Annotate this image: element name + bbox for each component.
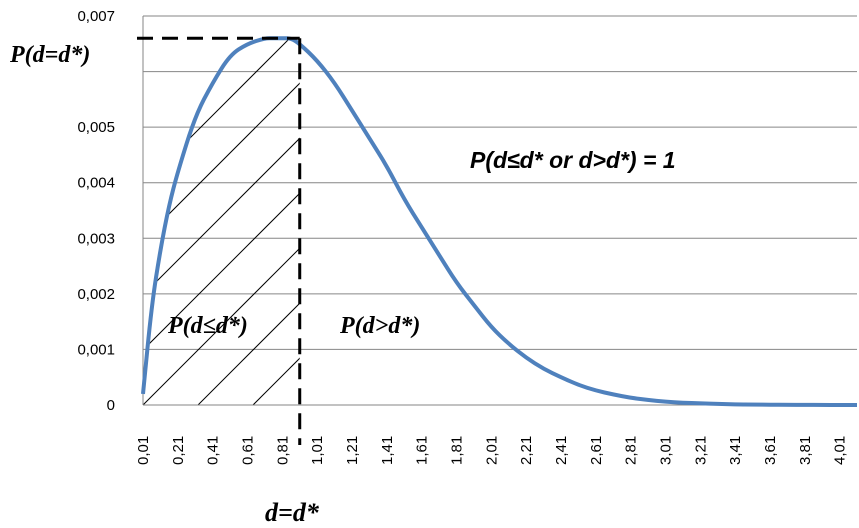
x-tick-label: 2,81 bbox=[623, 436, 640, 465]
hatch-line bbox=[143, 38, 300, 405]
annotation-p-sum: P(d≤d* or d>d*) = 1 bbox=[470, 147, 676, 173]
x-tick-label: 1,41 bbox=[379, 436, 396, 465]
hatch-line bbox=[583, 15, 859, 405]
annotation-p-gt: P(d>d*) bbox=[339, 313, 420, 339]
x-tick-label: 2,01 bbox=[483, 436, 500, 465]
y-tick-label: 0,001 bbox=[77, 341, 115, 358]
annotation-p-eq: P(d=d*) bbox=[9, 42, 90, 68]
hatch-line bbox=[418, 15, 808, 405]
y-tick-label: 0,005 bbox=[77, 119, 115, 136]
x-tick-label: 3,41 bbox=[727, 436, 744, 465]
x-tick-label: 0,41 bbox=[205, 436, 222, 465]
x-tick-label: 0,01 bbox=[135, 436, 152, 465]
y-tick-label: 0,007 bbox=[77, 8, 115, 25]
y-tick-label: 0,002 bbox=[77, 286, 115, 303]
x-tick-label: 4,01 bbox=[832, 436, 849, 465]
x-tick-label: 1,01 bbox=[309, 436, 326, 465]
hatch-line bbox=[252, 38, 300, 405]
annotation-d-eq: d=d* bbox=[265, 498, 320, 527]
hatch-line bbox=[693, 15, 859, 405]
threshold-guides bbox=[137, 36, 302, 445]
y-tick-label: 0 bbox=[107, 397, 115, 414]
hatch-line bbox=[638, 15, 859, 405]
x-tick-label: 2,61 bbox=[588, 436, 605, 465]
x-tick-label: 1,61 bbox=[414, 436, 431, 465]
x-tick-label: 3,01 bbox=[657, 436, 674, 465]
hatch-area bbox=[143, 15, 859, 405]
hatch-line bbox=[308, 15, 698, 405]
hatch-line bbox=[473, 15, 859, 405]
x-tick-label: 3,21 bbox=[692, 436, 709, 465]
x-tick-label: 2,41 bbox=[553, 436, 570, 465]
series-line bbox=[141, 36, 858, 407]
y-tick-labels: 0 0,001 0,002 0,003 0,004 0,005 0,007 bbox=[77, 8, 115, 414]
grid-lines bbox=[143, 15, 857, 350]
hatch-line bbox=[363, 15, 753, 405]
x-tick-label: 0,21 bbox=[170, 436, 187, 465]
hatch-line bbox=[197, 38, 300, 405]
axes bbox=[142, 16, 857, 406]
hatch-line bbox=[143, 38, 300, 405]
hatch-line bbox=[143, 38, 300, 405]
x-tick-label: 3,81 bbox=[797, 436, 814, 465]
hatch-line bbox=[143, 38, 300, 405]
x-tick-labels: 0,01 0,21 0,41 0,61 0,81 1,01 1,21 1,41 1,61 1,81… bbox=[135, 436, 849, 465]
annotation-p-le: P(d≤d*) bbox=[167, 313, 248, 339]
hatch-line bbox=[528, 15, 859, 405]
y-tick-label: 0,004 bbox=[77, 175, 115, 192]
x-tick-label: 1,81 bbox=[448, 436, 465, 465]
hatch-line bbox=[748, 15, 859, 405]
x-tick-label: 0,81 bbox=[274, 436, 291, 465]
x-tick-label: 3,61 bbox=[762, 436, 779, 465]
hatch-line bbox=[143, 38, 300, 405]
x-tick-label: 0,61 bbox=[239, 436, 256, 465]
x-tick-label: 2,21 bbox=[518, 436, 535, 465]
y-tick-label: 0,003 bbox=[77, 230, 115, 247]
x-tick-label: 1,21 bbox=[344, 436, 361, 465]
